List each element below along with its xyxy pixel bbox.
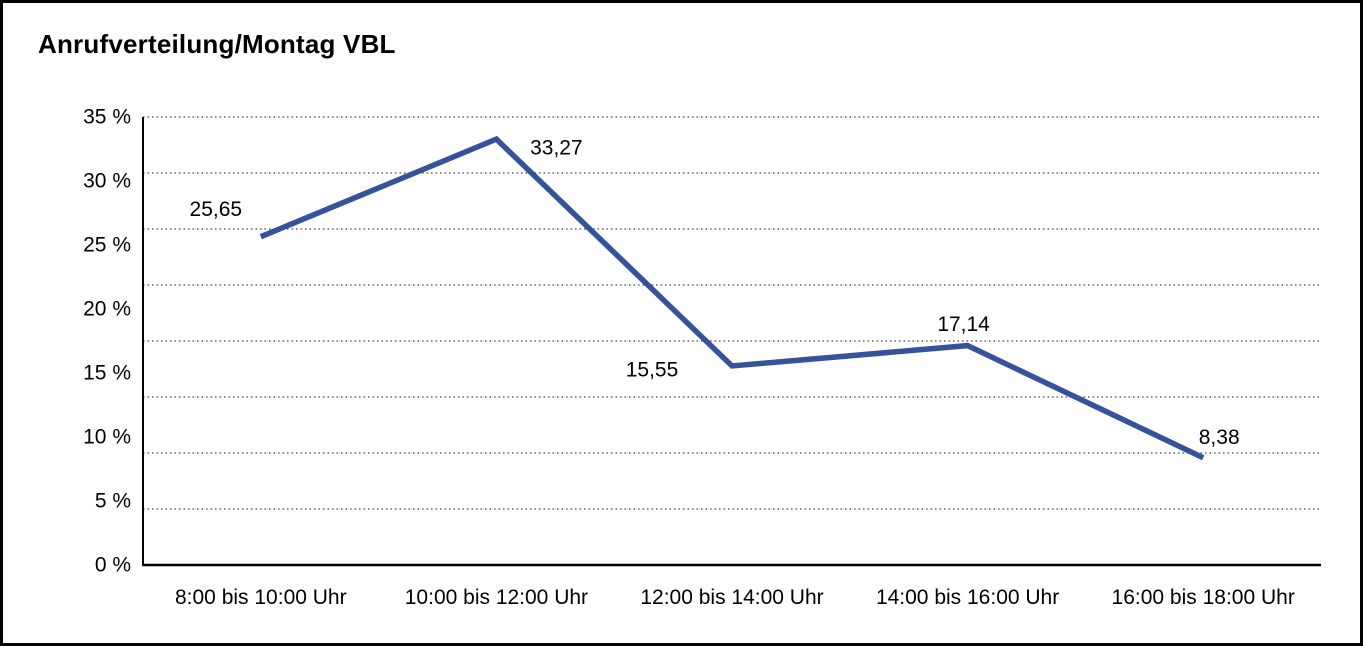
x-tick-label: 12:00 bis 14:00 Uhr bbox=[640, 586, 823, 609]
x-tick-label: 10:00 bis 12:00 Uhr bbox=[405, 586, 588, 609]
y-tick-label: 20 % bbox=[83, 298, 131, 321]
point-label: 8,38 bbox=[1199, 426, 1240, 449]
point-label: 17,14 bbox=[937, 313, 990, 336]
x-tick-label: 16:00 bis 18:00 Uhr bbox=[1112, 586, 1295, 609]
y-tick-label: 25 % bbox=[83, 234, 131, 257]
x-tick-label: 8:00 bis 10:00 Uhr bbox=[175, 586, 347, 609]
y-tick-label: 10 % bbox=[83, 426, 131, 449]
y-tick-label: 15 % bbox=[83, 362, 131, 385]
data-line bbox=[259, 135, 1205, 461]
point-label: 15,55 bbox=[626, 358, 679, 381]
point-label: 33,27 bbox=[530, 137, 583, 160]
y-tick-label: 5 % bbox=[95, 490, 131, 513]
chart-title: Anrufverteilung/Montag VBL bbox=[38, 29, 396, 59]
y-tick-label: 30 % bbox=[83, 170, 131, 193]
line-chart: 35 % 30 % 25 % 20 % 15 % 10 % 5 % 0 % 8:00 bis 1… bbox=[83, 106, 1321, 609]
y-tick-label: 35 % bbox=[83, 106, 131, 129]
point-label: 25,65 bbox=[190, 198, 243, 221]
y-tick-label: 0 % bbox=[95, 554, 131, 577]
x-tick-label: 14:00 bis 16:00 Uhr bbox=[876, 586, 1059, 609]
